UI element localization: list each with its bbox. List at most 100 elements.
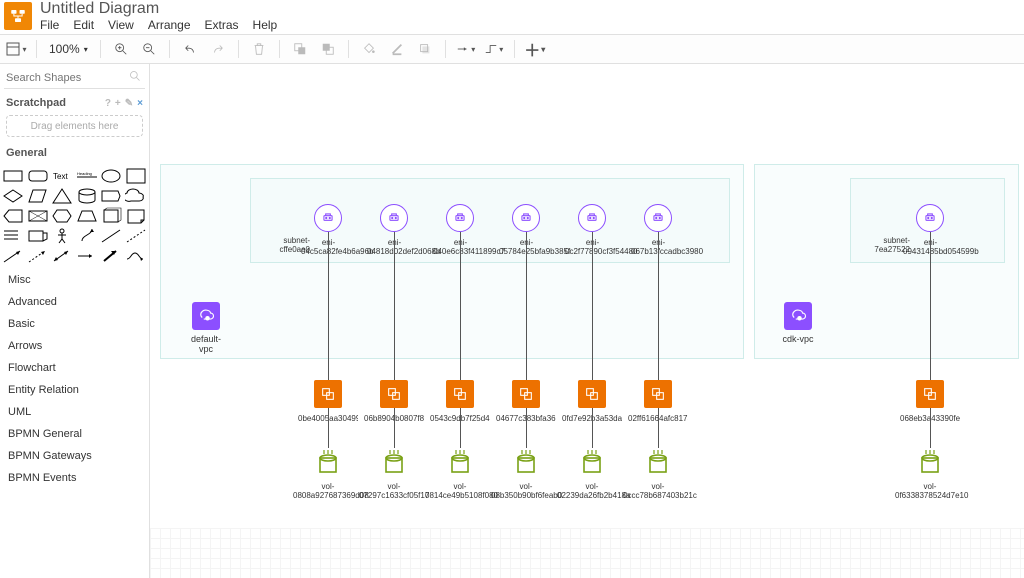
waypoints-button[interactable]: ▾ [482, 37, 506, 61]
to-front-button[interactable] [288, 37, 312, 61]
instance-icon[interactable] [512, 380, 540, 408]
svg-text:Text: Text [53, 172, 68, 181]
eni-icon[interactable] [644, 204, 672, 232]
palette-shape[interactable] [100, 227, 122, 245]
redo-button[interactable] [206, 37, 230, 61]
volume-icon[interactable] [916, 448, 944, 476]
palette-shape[interactable] [51, 227, 73, 245]
category-item[interactable]: BPMN General [0, 423, 149, 445]
document-title[interactable]: Untitled Diagram [40, 0, 159, 18]
palette-shape[interactable] [2, 187, 24, 205]
category-item[interactable]: Flowchart [0, 357, 149, 379]
eni-icon[interactable] [446, 204, 474, 232]
edge [394, 408, 395, 448]
fill-color-button[interactable] [357, 37, 381, 61]
palette-shape[interactable] [27, 167, 49, 185]
scratchpad-edit-icon[interactable]: ✎ [125, 98, 133, 109]
palette-shape[interactable] [27, 247, 49, 265]
canvas[interactable]: default-vpccdk-vpcsubnet-cffe0ae0subnet-… [150, 64, 1024, 578]
palette-shape[interactable] [125, 187, 147, 205]
menu-view[interactable]: View [108, 18, 134, 32]
palette-shape[interactable] [100, 167, 122, 185]
volume-label: vol-0ccc78b687403b21c [623, 482, 693, 500]
palette-shape[interactable] [27, 227, 49, 245]
eni-icon[interactable] [314, 204, 342, 232]
view-menu-button[interactable]: ▾ [4, 37, 28, 61]
volume-label: vol-0808a927687369d08 [293, 482, 363, 500]
instance-icon[interactable] [380, 380, 408, 408]
palette-shape[interactable] [51, 247, 73, 265]
eni-icon[interactable] [578, 204, 606, 232]
to-back-button[interactable] [316, 37, 340, 61]
palette-shape[interactable] [125, 167, 147, 185]
palette-shape[interactable] [125, 207, 147, 225]
scratchpad-close-icon[interactable]: × [137, 98, 143, 109]
palette-shape[interactable] [51, 207, 73, 225]
instance-icon[interactable] [578, 380, 606, 408]
general-header[interactable]: General [0, 143, 149, 163]
volume-icon[interactable] [380, 448, 408, 476]
eni-icon[interactable] [512, 204, 540, 232]
palette-shape[interactable] [2, 167, 24, 185]
palette-shape[interactable] [125, 247, 147, 265]
palette-shape[interactable] [51, 187, 73, 205]
palette-shape[interactable] [2, 227, 24, 245]
category-item[interactable]: BPMN Events [0, 467, 149, 489]
volume-icon[interactable] [314, 448, 342, 476]
category-item[interactable]: Basic [0, 313, 149, 335]
svg-text:Heading: Heading [77, 171, 92, 176]
zoom-out-button[interactable] [137, 37, 161, 61]
menu-file[interactable]: File [40, 18, 59, 32]
line-color-button[interactable] [385, 37, 409, 61]
menu-arrange[interactable]: Arrange [148, 18, 191, 32]
palette-shape[interactable] [27, 207, 49, 225]
volume-icon[interactable] [446, 448, 474, 476]
palette-shape[interactable] [100, 247, 122, 265]
zoom-dropdown[interactable]: 100%▾ [45, 42, 92, 56]
instance-icon[interactable] [314, 380, 342, 408]
category-item[interactable]: Arrows [0, 335, 149, 357]
palette-shape[interactable] [76, 227, 98, 245]
volume-icon[interactable] [578, 448, 606, 476]
eni-icon[interactable] [916, 204, 944, 232]
instance-icon[interactable] [644, 380, 672, 408]
vpc-icon[interactable] [192, 302, 220, 330]
volume-icon[interactable] [644, 448, 672, 476]
connection-button[interactable]: ▾ [454, 37, 478, 61]
scratchpad-add-icon[interactable]: + [115, 98, 121, 109]
scratchpad-dropzone[interactable]: Drag elements here [6, 115, 143, 137]
palette-shape[interactable]: Text [51, 167, 73, 185]
category-item[interactable]: Entity Relation [0, 379, 149, 401]
palette-shape[interactable] [27, 187, 49, 205]
palette-shape[interactable] [76, 247, 98, 265]
palette-shape[interactable] [76, 207, 98, 225]
search-input[interactable] [4, 68, 145, 89]
palette-shape[interactable] [125, 227, 147, 245]
palette-shape[interactable] [100, 207, 122, 225]
palette-shape[interactable] [2, 207, 24, 225]
canvas-grid [150, 528, 1024, 578]
undo-button[interactable] [178, 37, 202, 61]
delete-button[interactable] [247, 37, 271, 61]
instance-icon[interactable] [446, 380, 474, 408]
zoom-in-button[interactable] [109, 37, 133, 61]
menu-extras[interactable]: Extras [205, 18, 239, 32]
palette-shape[interactable] [100, 187, 122, 205]
menu-edit[interactable]: Edit [73, 18, 94, 32]
category-item[interactable]: Misc [0, 269, 149, 291]
category-item[interactable]: Advanced [0, 291, 149, 313]
category-item[interactable]: BPMN Gateways [0, 445, 149, 467]
menu-help[interactable]: Help [253, 18, 278, 32]
insert-button[interactable]: ＋▾ [523, 37, 547, 61]
eni-icon[interactable] [380, 204, 408, 232]
palette-shape[interactable] [76, 187, 98, 205]
palette-shape[interactable]: Heading [76, 167, 98, 185]
app-logo[interactable] [4, 2, 32, 30]
palette-shape[interactable] [2, 247, 24, 265]
vpc-icon[interactable] [784, 302, 812, 330]
shadow-button[interactable] [413, 37, 437, 61]
volume-icon[interactable] [512, 448, 540, 476]
instance-icon[interactable] [916, 380, 944, 408]
scratchpad-help-icon[interactable]: ? [105, 98, 111, 109]
category-item[interactable]: UML [0, 401, 149, 423]
